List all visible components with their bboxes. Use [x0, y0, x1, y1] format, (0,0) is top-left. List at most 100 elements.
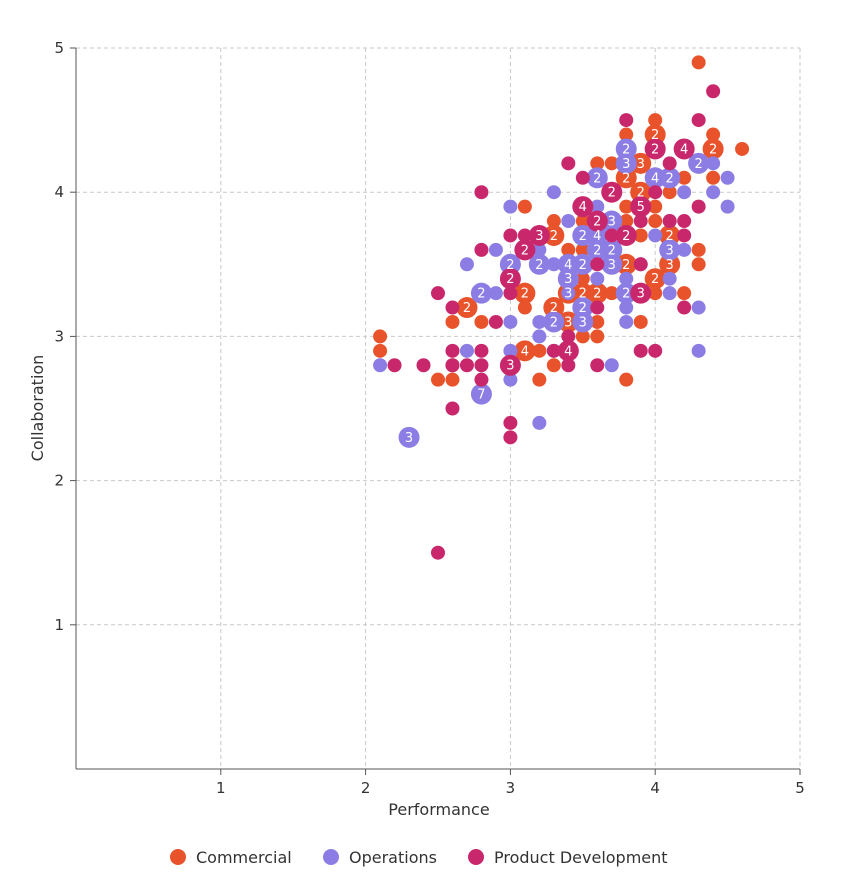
point-operations — [586, 167, 608, 189]
point-operations — [720, 170, 735, 185]
point-product-development — [662, 214, 677, 229]
point-operations — [546, 185, 561, 200]
point-product-development — [474, 242, 489, 257]
point-operations — [601, 253, 623, 275]
x-tick-label: 1 — [216, 779, 226, 797]
point-count-label: 2 — [651, 142, 659, 157]
point-count-label: 4 — [564, 258, 572, 273]
point-operations — [373, 358, 388, 373]
point-commercial — [572, 282, 594, 304]
point-operations — [503, 199, 518, 214]
point-product-development — [572, 196, 594, 218]
point-operations — [619, 271, 634, 286]
point-commercial — [659, 253, 681, 275]
point-product-development — [503, 430, 518, 445]
point-operations — [659, 239, 681, 261]
point-commercial — [702, 138, 724, 160]
point-operations — [459, 343, 474, 358]
point-count-label: 3 — [666, 243, 674, 258]
point-commercial — [630, 181, 652, 203]
point-count-label: 2 — [608, 186, 616, 201]
point-commercial — [644, 124, 666, 146]
legend-swatch-commercial — [170, 849, 186, 865]
point-count-label: 2 — [637, 186, 645, 201]
point-operations — [488, 286, 503, 301]
point-commercial — [532, 372, 547, 387]
point-operations — [706, 185, 721, 200]
point-product-development — [445, 343, 460, 358]
point-operations — [590, 271, 605, 286]
point-operations — [720, 199, 735, 214]
point-product-development — [561, 156, 576, 171]
point-count-label: 4 — [593, 229, 601, 244]
point-commercial — [604, 286, 619, 301]
point-count-label: 7 — [477, 388, 485, 403]
x-tick-label: 2 — [361, 779, 371, 797]
point-count-label: 4 — [521, 344, 529, 359]
point-product-development — [503, 286, 518, 301]
point-count-label: 2 — [593, 243, 601, 258]
point-product-development — [619, 113, 634, 128]
point-count-label: 3 — [608, 215, 616, 230]
point-operations — [615, 282, 637, 304]
point-operations — [398, 426, 420, 448]
point-product-development — [633, 214, 648, 229]
point-product-development — [644, 138, 666, 160]
point-commercial — [431, 372, 445, 387]
y-tick-label: 5 — [54, 39, 64, 57]
point-count-label: 2 — [622, 171, 630, 186]
point-operations — [503, 314, 518, 329]
point-operations — [706, 156, 721, 171]
point-commercial — [691, 242, 706, 257]
point-count-label: 2 — [579, 287, 587, 302]
point-operations — [499, 253, 521, 275]
point-count-label: 2 — [550, 229, 558, 244]
point-commercial — [575, 329, 590, 344]
point-product-development — [575, 170, 590, 185]
point-product-development — [445, 358, 460, 373]
point-operations — [459, 257, 474, 272]
point-count-label: 2 — [579, 301, 587, 316]
point-count-label: 2 — [666, 171, 674, 186]
point-count-label: 2 — [550, 315, 558, 330]
point-commercial — [659, 224, 681, 246]
point-count-label: 4 — [680, 142, 688, 157]
x-tick-label: 4 — [650, 779, 660, 797]
point-commercial — [514, 340, 536, 362]
y-tick-label: 2 — [54, 472, 64, 490]
point-product-development — [499, 268, 521, 290]
point-count-label: 3 — [506, 359, 514, 374]
point-commercial — [619, 199, 634, 214]
point-operations — [604, 358, 619, 373]
point-product-development — [474, 358, 489, 373]
point-product-development — [431, 286, 445, 301]
point-commercial — [677, 170, 692, 185]
point-commercial — [532, 343, 547, 358]
point-product-development — [561, 358, 576, 373]
point-operations — [677, 242, 692, 257]
point-commercial — [633, 228, 648, 243]
point-operations — [488, 242, 503, 257]
point-product-development — [677, 300, 692, 315]
point-operations — [532, 329, 547, 344]
point-commercial — [633, 314, 648, 329]
point-product-development — [601, 181, 623, 203]
point-product-development — [630, 282, 652, 304]
point-product-development — [615, 224, 637, 246]
point-commercial — [648, 214, 663, 229]
point-operations — [572, 311, 594, 333]
point-commercial — [561, 242, 576, 257]
point-commercial — [546, 214, 561, 229]
legend-label-operations: Operations — [349, 848, 437, 867]
x-tick-label: 3 — [506, 779, 516, 797]
point-operations — [532, 415, 547, 430]
point-product-development — [590, 358, 605, 373]
legend-label-commercial: Commercial — [196, 848, 292, 867]
point-product-development — [474, 372, 489, 387]
point-count-label: 3 — [637, 287, 645, 302]
point-product-development — [633, 257, 648, 272]
point-commercial — [445, 372, 460, 387]
point-product-development — [499, 354, 521, 376]
legend: Commercial Operations Product Developmen… — [170, 848, 668, 867]
